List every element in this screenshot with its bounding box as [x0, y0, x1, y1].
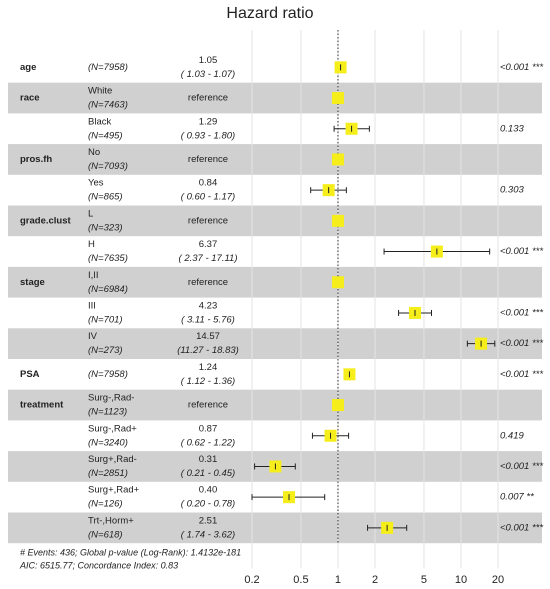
level-label: Surg+,Rad-: [88, 454, 137, 465]
estimate-marker: [331, 214, 344, 227]
n-label: (N=7958): [88, 369, 128, 380]
n-label: (N=273): [88, 345, 123, 356]
estimate-label: reference: [188, 93, 228, 104]
level-label: Surg+,Rad+: [88, 485, 140, 496]
p-value: <0.001 ***: [500, 461, 543, 472]
row-band: [8, 389, 542, 421]
ci-label: (11.27 - 18.83): [177, 345, 239, 356]
estimate-label: 6.37: [199, 239, 218, 250]
level-label: Surg-,Rad+: [88, 423, 137, 434]
variable-label: grade.clust: [20, 215, 72, 226]
n-label: (N=2851): [88, 468, 128, 479]
estimate-marker: [331, 276, 344, 289]
x-tick-label: 20: [492, 574, 504, 586]
n-label: (N=323): [88, 222, 123, 233]
p-value: <0.001 ***: [500, 307, 543, 318]
n-label: (N=7635): [88, 253, 128, 264]
p-value: <0.001 ***: [500, 62, 543, 73]
n-label: (N=6984): [88, 284, 128, 295]
row-band: [8, 144, 542, 175]
estimate-label: reference: [188, 400, 228, 411]
chart-title: Hazard ratio: [226, 5, 313, 22]
level-label: Trt-,Horm+: [88, 515, 134, 526]
level-label: IV: [88, 331, 98, 342]
p-value: 0.133: [500, 123, 524, 134]
n-label: (N=1123): [88, 407, 127, 418]
level-label: Black: [88, 116, 111, 127]
row-band: [8, 205, 542, 237]
estimate-label: 14.57: [196, 331, 220, 342]
n-label: (N=3240): [88, 437, 128, 448]
estimate-label: 0.87: [199, 423, 218, 434]
n-label: (N=618): [88, 529, 123, 540]
level-label: No: [88, 147, 100, 158]
p-value: <0.001 ***: [500, 369, 543, 380]
level-label: III: [88, 300, 96, 311]
n-label: (N=495): [88, 130, 123, 141]
ci-label: ( 0.60 - 1.17): [181, 192, 235, 203]
x-tick-label: 2: [372, 574, 378, 586]
estimate-label: 0.31: [199, 454, 218, 465]
estimate-label: 0.84: [199, 178, 218, 189]
p-value: <0.001 ***: [500, 246, 543, 257]
ci-label: ( 2.37 - 17.11): [179, 253, 238, 264]
row-band: [8, 266, 542, 298]
footnote: # Events: 436; Global p-value (Log-Rank)…: [20, 547, 241, 557]
p-value: <0.001 ***: [500, 338, 543, 349]
ci-label: ( 3.11 - 5.76): [181, 314, 235, 325]
n-label: (N=7463): [88, 100, 128, 111]
estimate-label: reference: [188, 154, 228, 165]
x-tick-label: 10: [455, 574, 467, 586]
row-band: [8, 512, 542, 544]
p-value: <0.001 ***: [500, 522, 543, 533]
estimate-label: 1.05: [199, 55, 218, 66]
level-label: White: [88, 86, 112, 97]
variable-label: race: [20, 93, 40, 104]
estimate-marker: [331, 92, 344, 105]
row-band: [8, 82, 542, 114]
level-label: Yes: [88, 178, 104, 189]
footnote: AIC: 6515.77; Concordance Index: 0.83: [19, 560, 178, 570]
x-tick-label: 5: [421, 574, 427, 586]
x-tick-label: 1: [335, 574, 341, 586]
ci-label: ( 1.74 - 3.62): [181, 529, 235, 540]
p-value: 0.303: [500, 185, 524, 196]
variable-label: PSA: [20, 369, 40, 380]
n-label: (N=701): [88, 314, 123, 325]
n-label: (N=7093): [88, 161, 128, 172]
estimate-label: 4.23: [199, 300, 218, 311]
x-tick-label: 0.2: [244, 574, 259, 586]
estimate-marker: [331, 153, 344, 166]
variable-label: treatment: [20, 400, 64, 411]
level-label: H: [88, 239, 95, 250]
ci-label: ( 1.03 - 1.07): [181, 69, 235, 80]
estimate-label: reference: [188, 215, 228, 226]
estimate-label: 1.29: [199, 116, 218, 127]
n-label: (N=126): [88, 499, 123, 510]
ci-label: ( 0.62 - 1.22): [181, 437, 235, 448]
variable-label: pros.fh: [20, 154, 52, 165]
ci-label: ( 0.21 - 0.45): [181, 468, 235, 479]
level-label: I,II: [88, 270, 99, 281]
ci-label: ( 1.12 - 1.36): [181, 376, 235, 387]
p-value: 0.007 **: [500, 492, 534, 503]
level-label: L: [88, 208, 93, 219]
n-label: (N=7958): [88, 62, 128, 73]
estimate-label: 0.40: [199, 485, 218, 496]
estimate-label: 2.51: [199, 515, 218, 526]
estimate-label: 1.24: [199, 362, 218, 373]
n-label: (N=865): [88, 192, 123, 203]
ci-label: ( 0.20 - 0.78): [181, 499, 235, 510]
p-value: 0.419: [500, 430, 524, 441]
variable-label: age: [20, 62, 36, 73]
estimate-label: reference: [188, 277, 228, 288]
x-tick-label: 0.5: [293, 574, 308, 586]
estimate-marker: [331, 399, 344, 412]
row-band: [8, 328, 542, 359]
ci-label: ( 0.93 - 1.80): [181, 130, 235, 141]
level-label: Surg-,Rad-: [88, 393, 134, 404]
variable-label: stage: [20, 277, 45, 288]
